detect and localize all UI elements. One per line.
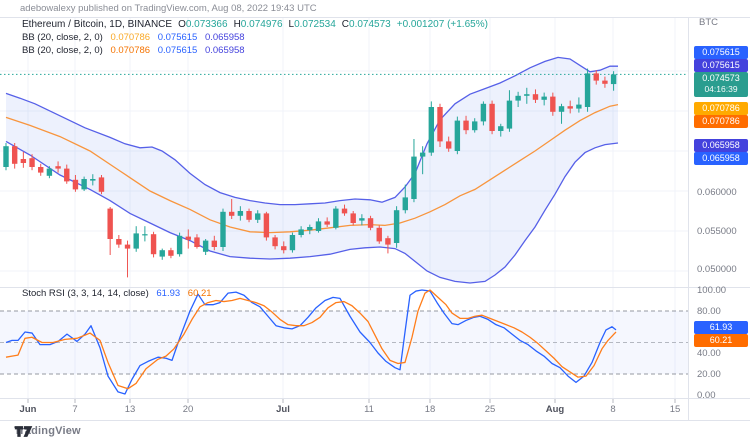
bollinger-upper-band	[5, 56, 618, 206]
candle-body	[428, 107, 435, 153]
candle-body	[454, 120, 461, 151]
candle-body	[159, 250, 165, 257]
candle-body	[194, 237, 200, 247]
stoch-d-line	[5, 289, 617, 390]
candle-body	[211, 240, 218, 247]
candle-body	[411, 156, 417, 199]
candle-body	[281, 246, 287, 251]
bollinger-fill	[6, 57, 618, 284]
candle-body	[385, 238, 391, 245]
candle-body	[20, 159, 27, 163]
candle-body	[124, 244, 131, 249]
candle-body	[610, 74, 617, 85]
candle-body	[72, 179, 79, 190]
candle-body	[367, 218, 374, 228]
candle-body	[576, 104, 582, 109]
candle-body	[38, 167, 44, 173]
candle-body	[289, 235, 296, 251]
candle-body	[202, 240, 209, 252]
candle-body	[506, 100, 513, 129]
candle-body	[246, 211, 252, 220]
candle-body	[29, 158, 35, 167]
candle-body	[584, 73, 591, 107]
candle-body	[263, 213, 270, 238]
candle-body	[393, 210, 400, 243]
candle-body	[116, 239, 122, 245]
candle-body	[3, 146, 9, 167]
candle-body	[107, 208, 113, 239]
candle-body	[524, 94, 530, 96]
candle-body	[185, 236, 191, 240]
candle-body	[550, 96, 556, 112]
candle-body	[602, 80, 608, 84]
candle-body	[176, 235, 183, 255]
candle-body	[489, 103, 495, 131]
candle-body	[515, 95, 521, 101]
candle-body	[307, 227, 313, 231]
candle-body	[133, 233, 139, 249]
candle-body	[46, 168, 53, 176]
candle-body	[11, 146, 18, 164]
candle-body	[98, 177, 105, 192]
candle-body	[142, 234, 148, 236]
stoch-k-line	[5, 289, 617, 395]
candle-body	[376, 227, 382, 242]
bollinger-lower-band	[5, 140, 619, 284]
candle-body	[228, 211, 235, 216]
candle-body	[220, 211, 226, 247]
candle-body	[333, 208, 339, 228]
bollinger-basis-line	[5, 103, 619, 234]
candle-body	[463, 120, 469, 131]
candle-body	[359, 218, 365, 221]
candle-body	[532, 94, 539, 100]
candle-body	[255, 213, 261, 220]
candle-body	[419, 152, 426, 157]
candle-body	[498, 126, 504, 131]
candle-body	[64, 168, 70, 182]
candle-body	[168, 250, 174, 256]
candle-body	[350, 213, 356, 223]
candle-body	[567, 106, 573, 109]
candle-body	[81, 179, 87, 190]
candle-body	[437, 107, 443, 142]
candle-body	[55, 166, 61, 169]
candle-body	[298, 229, 304, 235]
candle-body	[272, 237, 278, 247]
candle-body	[324, 221, 330, 225]
candle-body	[541, 96, 547, 100]
candle-body	[150, 234, 157, 255]
candle-body	[90, 179, 96, 181]
candle-body	[237, 211, 244, 216]
candle-body	[472, 121, 478, 131]
candle-body	[341, 208, 348, 214]
candle-body	[593, 73, 599, 81]
candle-body	[445, 141, 452, 149]
candle-body	[480, 103, 487, 122]
candle-body	[558, 106, 565, 112]
candle-body	[402, 197, 408, 211]
candle-body	[315, 221, 322, 231]
